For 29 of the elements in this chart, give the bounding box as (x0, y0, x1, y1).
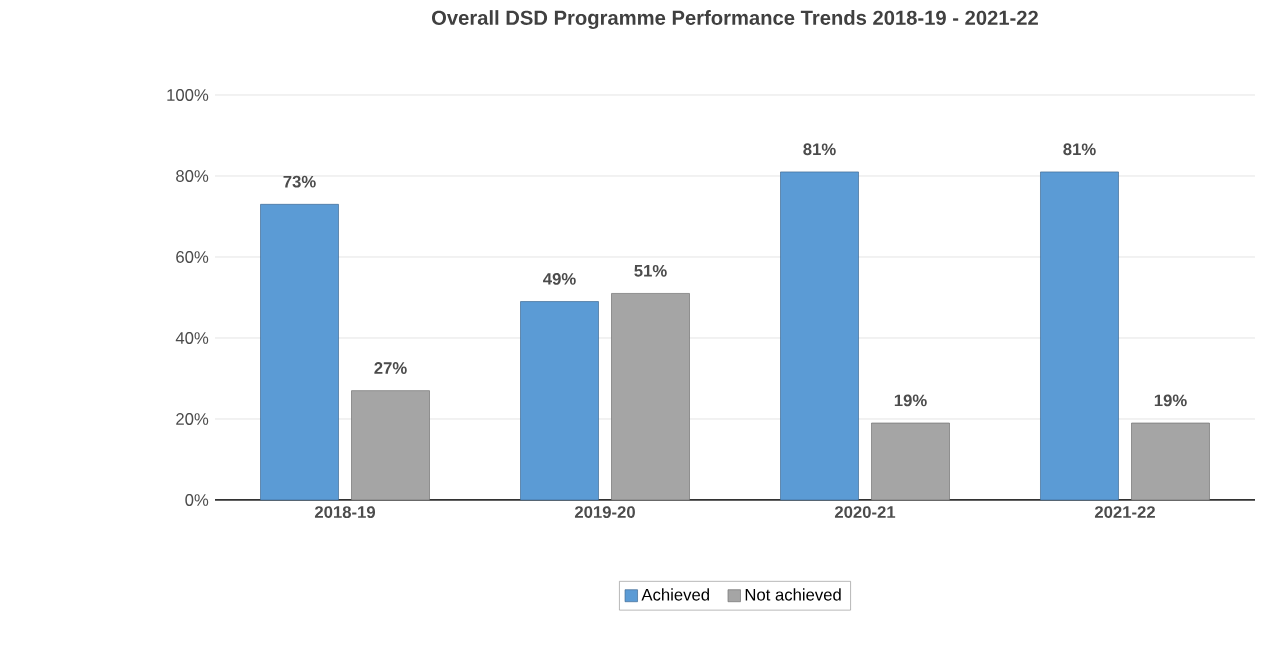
y-tick-label: 100% (167, 89, 209, 101)
bar (351, 390, 430, 501)
data-label: 19% (894, 394, 927, 407)
data-label: 49% (543, 272, 576, 285)
bar (780, 171, 859, 501)
y-tick-label: 80% (176, 170, 209, 182)
bar (1040, 171, 1119, 501)
data-label: 73% (283, 175, 316, 188)
bar (260, 203, 339, 501)
data-label: 81% (1063, 143, 1096, 156)
x-tick-label: 2021-22 (1094, 506, 1155, 519)
bar (611, 293, 690, 501)
chart-title: Overall DSD Programme Performance Trends 2018-19 - 2021-22 (431, 10, 1038, 30)
y-tick-label: 20% (176, 413, 209, 425)
x-tick-label: 2018-19 (314, 506, 376, 519)
bar (520, 301, 599, 501)
data-label: 19% (1154, 394, 1187, 407)
legend-label: Achieved (641, 588, 709, 601)
x-tick-label: 2020-21 (834, 506, 896, 519)
y-tick-label: 0% (185, 494, 209, 506)
y-tick-label: 60% (176, 251, 209, 263)
data-label: 81% (803, 143, 836, 156)
legend-label: Not achieved (745, 588, 841, 601)
data-label: 51% (634, 264, 667, 277)
x-tick-label: 2019-20 (574, 506, 635, 519)
data-label: 27% (374, 362, 407, 374)
bar (871, 422, 950, 501)
y-tick-label: 40% (175, 332, 209, 344)
bar (1131, 422, 1210, 501)
